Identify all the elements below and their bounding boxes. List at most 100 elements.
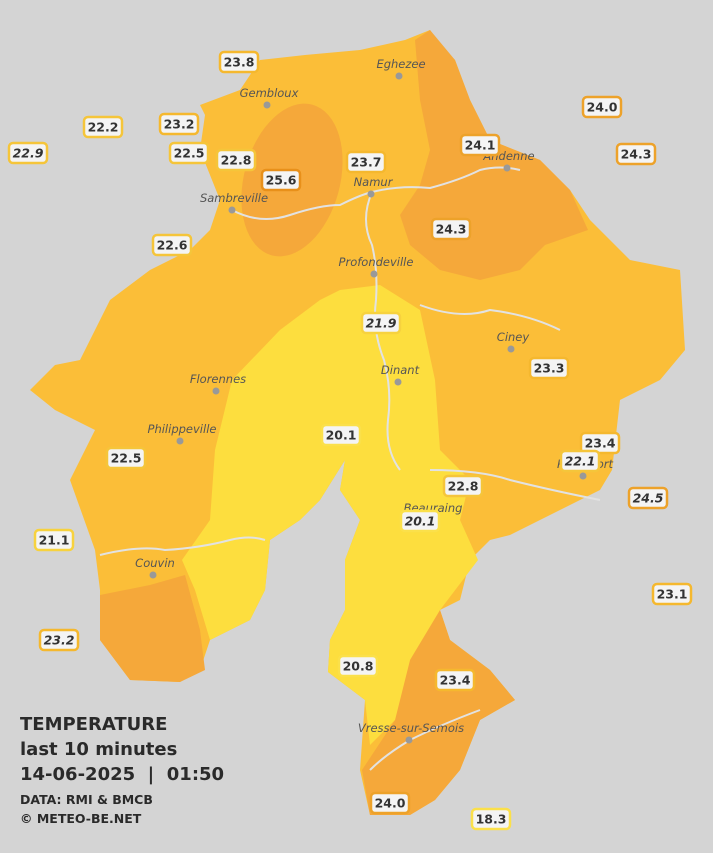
station: 22.9 [7, 141, 49, 165]
station-box [215, 148, 257, 172]
station-label: 24.0 [375, 796, 406, 811]
city-label: Vresse-sur-Semois [358, 721, 464, 735]
station-label: 23.3 [534, 361, 565, 376]
station: 22.8 [442, 474, 484, 498]
station-box [105, 446, 147, 470]
station-label: 23.2 [164, 117, 195, 132]
station-box [430, 217, 472, 241]
station-box [399, 509, 441, 533]
station-box [615, 142, 657, 166]
station-box [158, 112, 200, 136]
station-label: 24.3 [621, 147, 652, 162]
station-box [360, 311, 402, 335]
city-dot [149, 571, 157, 579]
cool-zone [182, 285, 478, 745]
station: 23.4 [434, 668, 476, 692]
legend-source: DATA: RMI & BMCB [20, 792, 153, 807]
station: 22.5 [168, 141, 210, 165]
city-label: Sambreville [200, 191, 268, 205]
station-box [168, 141, 210, 165]
city-dot [228, 206, 236, 214]
city-dot [579, 472, 587, 480]
city-dot [176, 437, 184, 445]
station-label: 20.1 [326, 428, 357, 443]
station-label: 22.1 [565, 454, 596, 469]
station-label: 23.2 [44, 633, 75, 648]
station: 20.1 [320, 423, 362, 447]
station-box [82, 115, 124, 139]
city-label: Namur [354, 175, 394, 189]
city-dot [367, 190, 375, 198]
station: 21.1 [33, 528, 75, 552]
legend-copyright: © METEO-BE.NET [20, 811, 142, 826]
station-label: 22.5 [174, 146, 205, 161]
city-dot [507, 345, 515, 353]
station: 24.3 [615, 142, 657, 166]
city-label: Philippeville [148, 422, 217, 436]
city-dot [394, 378, 402, 386]
station-label: 18.3 [476, 812, 507, 827]
station-label: 24.0 [587, 100, 618, 115]
city-dot [263, 101, 271, 109]
station-label: 22.6 [157, 238, 188, 253]
station: 18.3 [470, 807, 512, 831]
station-label: 20.8 [343, 659, 374, 674]
station: 24.5 [627, 486, 669, 510]
warm-zone [362, 610, 515, 815]
station-label: 22.2 [88, 120, 119, 135]
legend-title: TEMPERATURE [20, 714, 167, 735]
station-label: 22.8 [448, 479, 479, 494]
station-label: 24.1 [465, 138, 496, 153]
station: 23.2 [38, 628, 80, 652]
station-box [651, 582, 693, 606]
city-dot [212, 387, 220, 395]
station: 22.6 [151, 233, 193, 257]
city-label: Ciney [497, 330, 530, 344]
station: 22.2 [82, 115, 124, 139]
station-label: 23.4 [585, 436, 616, 451]
station-box [320, 423, 362, 447]
station: 21.9 [360, 311, 402, 335]
station-box [528, 356, 570, 380]
station-box [337, 654, 379, 678]
station-label: 23.8 [224, 55, 255, 70]
city-label: Profondeville [339, 255, 414, 269]
station: 25.6 [260, 168, 302, 192]
station: 20.1 [399, 509, 441, 533]
city-dot [405, 736, 413, 744]
city-label: Couvin [135, 556, 175, 570]
city-label: Eghezee [376, 57, 425, 71]
station: 24.0 [369, 791, 411, 815]
station-box [581, 95, 623, 119]
station-box [470, 807, 512, 831]
station: 23.4 [579, 431, 621, 455]
city-dot [370, 270, 378, 278]
station-label: 21.1 [39, 533, 70, 548]
station: 24.3 [430, 217, 472, 241]
city-label: Florennes [190, 372, 246, 386]
city-label: Gembloux [240, 86, 299, 100]
station-box [434, 668, 476, 692]
station-label: 24.3 [436, 222, 467, 237]
station: 23.2 [158, 112, 200, 136]
station-box [345, 150, 387, 174]
station-label: 25.6 [266, 173, 297, 188]
station-box [442, 474, 484, 498]
station: 24.1 [459, 133, 501, 157]
warm-zone [100, 575, 205, 682]
station-box [33, 528, 75, 552]
station: 22.8 [215, 148, 257, 172]
station: 23.1 [651, 582, 693, 606]
city-dot [395, 72, 403, 80]
station-box [260, 168, 302, 192]
station: 23.8 [218, 50, 260, 74]
station: 23.3 [528, 356, 570, 380]
station-box [218, 50, 260, 74]
city-dot [503, 164, 511, 172]
station-box [459, 133, 501, 157]
station-label: 23.7 [351, 155, 382, 170]
station-box [627, 486, 669, 510]
station-box [151, 233, 193, 257]
station-box [559, 449, 601, 473]
legend-datetime: 14-06-2025 | 01:50 [20, 764, 224, 785]
